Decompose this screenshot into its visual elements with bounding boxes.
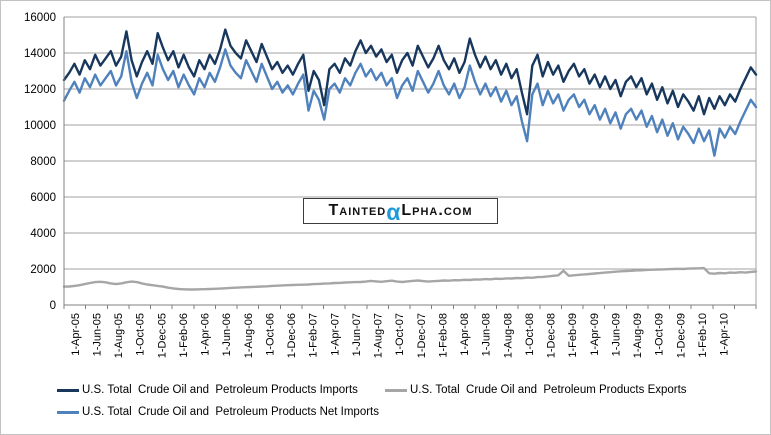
x-axis-label: 1-Dec-08 <box>546 313 558 358</box>
x-axis-label: 1-Dec-09 <box>675 313 687 358</box>
x-axis-label: 1-Feb-06 <box>178 313 190 358</box>
x-axis-label: 1-Jun-06 <box>221 313 233 356</box>
legend-swatch-imports <box>57 388 79 392</box>
series-line-net_imports <box>62 48 758 157</box>
x-axis-label: 1-Apr-09 <box>589 313 601 356</box>
x-axis-label: 1-Jun-05 <box>91 313 103 356</box>
x-axis-label: 1-Aug-06 <box>243 313 255 358</box>
x-axis-label: 1-Jun-09 <box>610 313 622 356</box>
y-axis-label: 0 <box>50 300 56 312</box>
x-axis-label: 1-Feb-07 <box>308 313 320 358</box>
legend-label-net-imports: U.S. Total Crude Oil and Petroleum Produ… <box>82 406 379 418</box>
x-axis-label: 1-Oct-09 <box>654 313 666 356</box>
x-axis-label: 1-Jun-08 <box>481 313 493 356</box>
legend-label-exports: U.S. Total Crude Oil and Petroleum Produ… <box>410 384 687 396</box>
y-axis-label: 14000 <box>24 48 56 60</box>
legend-item-imports: U.S. Total Crude Oil and Petroleum Produ… <box>57 383 358 397</box>
x-axis-label: 1-Dec-07 <box>416 313 428 358</box>
x-axis-label: 1-Oct-07 <box>394 313 406 356</box>
y-axis-label: 8000 <box>30 156 56 168</box>
x-axis-label: 1-Feb-08 <box>437 313 449 358</box>
x-axis-label: 1-Apr-06 <box>200 313 212 356</box>
x-axis-label: 1-Aug-09 <box>632 313 644 358</box>
x-axis-label: 1-Aug-05 <box>113 313 125 358</box>
x-axis-label: 1-Apr-07 <box>329 313 341 356</box>
y-axis-label: 16000 <box>24 12 56 24</box>
legend-label-imports: U.S. Total Crude Oil and Petroleum Produ… <box>82 384 358 396</box>
x-axis-label: 1-Apr-05 <box>70 313 82 356</box>
watermark-text-right: Lpha.com <box>401 202 473 219</box>
x-axis-label: 1-Feb-10 <box>697 313 709 358</box>
x-axis-label: 1-Dec-05 <box>156 313 168 358</box>
x-axis-label: 1-Apr-10 <box>719 313 731 356</box>
watermark-box: Tainted α Lpha.com <box>303 198 498 224</box>
legend-swatch-net-imports <box>57 410 79 414</box>
x-axis-label: 1-Oct-06 <box>264 313 276 356</box>
x-axis-label: 1-Apr-08 <box>459 313 471 356</box>
x-axis-label: 1-Oct-05 <box>135 313 147 356</box>
y-axis-label: 4000 <box>30 228 56 240</box>
legend-item-exports: U.S. Total Crude Oil and Petroleum Produ… <box>385 383 687 397</box>
series-line-exports <box>62 266 758 291</box>
x-axis-label: 1-Jun-07 <box>351 313 363 356</box>
x-axis-label: 1-Aug-07 <box>373 313 385 358</box>
x-axis-label: 1-Dec-06 <box>286 313 298 358</box>
x-axis-label: 1-Oct-08 <box>524 313 536 356</box>
y-axis-label: 6000 <box>30 192 56 204</box>
y-axis-label: 10000 <box>24 120 56 132</box>
legend-swatch-exports <box>385 388 407 392</box>
x-axis-label: 1-Aug-08 <box>502 313 514 358</box>
x-axis-label: 1-Feb-09 <box>567 313 579 358</box>
y-axis-label: 2000 <box>30 264 56 276</box>
watermark-text-left: Tainted <box>328 202 387 219</box>
legend-item-net-imports: U.S. Total Crude Oil and Petroleum Produ… <box>57 405 379 419</box>
y-axis-label: 12000 <box>24 84 56 96</box>
series-line-imports <box>62 28 758 116</box>
